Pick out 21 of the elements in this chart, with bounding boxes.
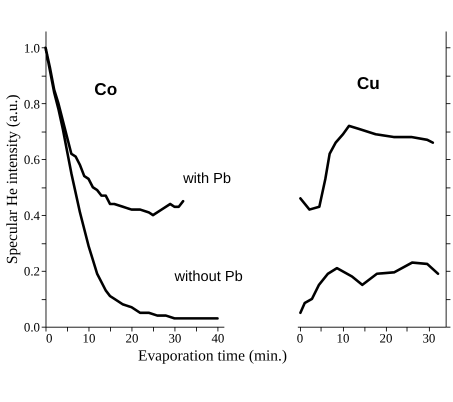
x-tick-label: 30 [168, 332, 182, 346]
x-tick-label: 20 [126, 332, 138, 346]
y-tick-label: 0.2 [24, 264, 40, 279]
x-tick-label: 30 [422, 332, 436, 346]
y-tick-label: 0.8 [24, 97, 40, 112]
y-tick-label: 0.0 [24, 320, 40, 334]
y-tick-label: 1.0 [24, 41, 40, 56]
x-axis-title: Evaporation time (min.) [138, 348, 288, 365]
y-tick-label: 0.6 [24, 153, 41, 168]
x-tick-label: 20 [380, 332, 392, 346]
annotation: without Pb [173, 268, 243, 285]
y-axis-title: Specular He intensity (a.u.) [4, 94, 21, 264]
annotation: with Pb [182, 171, 232, 188]
x-tick-label: 10 [336, 332, 350, 346]
x-tick-label: 0 [296, 332, 304, 346]
x-tick-label: 40 [211, 332, 224, 346]
x-tick-label: 0 [46, 332, 52, 346]
y-tick-label: 0.4 [24, 208, 41, 223]
annotation: Co [94, 78, 118, 99]
x-tick-label: 10 [82, 332, 96, 346]
annotation: Cu [356, 73, 380, 94]
